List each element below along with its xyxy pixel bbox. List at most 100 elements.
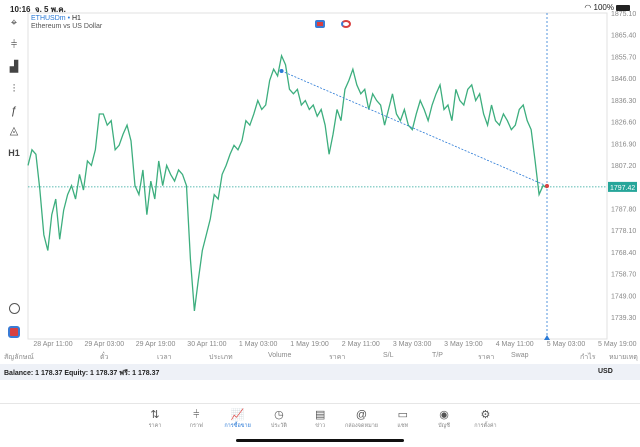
column-header[interactable]: ตั๋ว [100,354,109,361]
chart-toolbar: ⌖ ⫩ ▟ ⫶ ƒ ◬ H1 [0,13,28,343]
currency: USD [598,368,613,375]
battery-icon [616,4,630,11]
y-tick-label: 1807.20 [611,163,636,170]
column-header[interactable]: ราคา [329,354,346,361]
y-tick-label: 1749.00 [611,293,636,300]
current-price-tag [608,181,637,192]
tab-label: กราฟ [189,423,203,429]
y-tick-label: 1875.10 [611,11,636,18]
column-header[interactable]: T/P [432,352,443,359]
balance-text: Balance: 1 178.37 Equity: 1 178.37 ฟรี: … [4,370,160,377]
y-tick-label: 1826.60 [611,120,636,127]
tab-chart[interactable]: ⫩ กราฟ [174,408,218,430]
indicators-icon[interactable]: ⫶ [12,83,16,95]
x-tick-label: 1 May 19:00 [290,341,329,348]
price-chart[interactable]: 1875.10 1865.40 1855.70 1846.00 1836.30 1826.… [0,0,640,350]
plot-frame [27,12,608,340]
x-tick-label: 5 May 19:00 [598,341,637,348]
news-icon: ▤ [314,409,326,421]
timeframe-label[interactable]: H1 [8,148,20,158]
app-icon[interactable] [8,326,20,338]
positions-header: สัญลักษณ์ ตั๋ว เวลา ประเภท Volume ราคา S/L T/P ร… [0,350,640,364]
tab-label: แชท [397,423,409,429]
x-tick-label: 4 May 11:00 [496,341,534,348]
x-tick-label: 28 Apr 11:00 [33,341,72,348]
status-bar: 10:16 จ. 5 พ.ค. ◠ 100% [0,0,640,14]
y-tick-label: 1787.80 [611,206,636,213]
y-tick-label: 1768.40 [611,250,636,257]
column-header[interactable]: S/L [383,352,394,359]
shapes-icon[interactable]: ◬ [9,125,19,137]
tab-label: การตั้งค่า [474,423,497,429]
function-icon[interactable]: ƒ [10,105,18,117]
tab-label: ราคา [148,423,162,429]
y-tick-label: 1836.30 [611,98,636,105]
mailbox-icon: @ [355,409,368,421]
sync-icon[interactable] [341,20,351,28]
column-header[interactable]: Swap [511,352,529,359]
column-header[interactable]: ราคา [478,354,495,361]
tab-label: กล่องจดหมาย [344,423,379,429]
settings-icon: ⚙ [480,409,491,421]
x-tick-label: 3 May 19:00 [444,341,483,348]
x-tick-label: 2 May 11:00 [342,341,380,348]
x-tick-label: 3 May 03:00 [393,341,432,348]
tab-label: บัญชี [438,423,451,429]
gauge-icon[interactable] [9,303,20,314]
column-header[interactable]: กำไร [580,354,596,361]
tab-chat[interactable]: ▭ แชท [381,408,425,430]
tab-label: ประวัติ [270,423,287,429]
chart-icon: ⫩ [193,409,200,421]
trendline-handle [545,184,549,189]
time-marker-icon [544,335,550,340]
one-click-trading-icon[interactable] [315,20,325,28]
tab-news[interactable]: ▤ ข่าว [298,408,342,430]
y-tick-label: 1778.10 [611,228,636,235]
y-tick-label: 1865.40 [611,33,636,40]
chat-icon: ▭ [397,409,408,421]
history-icon: ◷ [274,409,284,421]
y-tick-label: 1816.90 [611,141,636,148]
bottom-tab-bar: ⇅ ราคา ⫩ กราฟ 📈 การซื้อขาย ◷ ประวัติ ▤ ข่าว @ กล่อง… [0,403,640,447]
candlestick-icon[interactable]: ⫩ [10,39,18,51]
tab-label: การซื้อขาย [224,423,251,429]
y-tick-label: 1758.70 [611,272,636,279]
tab-quotes[interactable]: ⇅ ราคา [133,408,177,430]
tab-account[interactable]: ◉ บัญชี [422,408,466,430]
tab-mailbox[interactable]: @ กล่องจดหมาย [340,408,384,430]
tab-trade[interactable]: 📈 การซื้อขาย [216,408,260,430]
quotes-icon: ⇅ [150,409,160,421]
column-header[interactable]: เวลา [157,354,172,361]
x-tick-label: 30 Apr 11:00 [187,341,226,348]
tab-history[interactable]: ◷ ประวัติ [257,408,301,430]
tab-label: ข่าว [315,423,326,429]
symbol-description: Ethereum vs US Dollar [31,23,103,30]
price-line [27,53,548,312]
trendline-handle [279,68,284,73]
timeframe: H1 [71,15,81,22]
home-indicator[interactable] [236,439,404,442]
tab-settings[interactable]: ⚙ การตั้งค่า [463,408,507,430]
clock: 10:16 จ. 5 พ.ค. [10,5,66,14]
column-header[interactable]: หมายเหตุ [609,354,638,361]
account-icon: ◉ [439,409,449,421]
y-tick-label: 1739.30 [611,315,636,322]
column-header[interactable]: ประเภท [209,354,233,361]
x-tick-label: 5 May 03:00 [547,341,586,348]
crosshair-icon[interactable]: ⌖ [10,17,18,29]
column-header[interactable]: สัญลักษณ์ [4,354,34,361]
y-tick-label: 1855.70 [611,54,636,61]
trendline [281,70,548,187]
symbol-name[interactable]: ETHUSDm [31,15,66,22]
x-tick-label: 29 Apr 03:00 [84,341,124,348]
battery-status: ◠ 100% [584,3,630,12]
x-tick-label: 1 May 03:00 [239,341,278,348]
y-tick-label: 1846.00 [611,76,636,83]
symbol-info: ETHUSDm • H1 Ethereum vs US Dollar [31,15,103,30]
trade-icon: 📈 [230,409,245,421]
balance-bar: Balance: 1 178.37 Equity: 1 178.37 ฟรี: … [0,364,640,380]
bar-chart-icon[interactable]: ▟ [9,61,19,73]
current-price-label: 1797.42 [610,185,635,192]
x-tick-label: 29 Apr 19:00 [136,341,176,348]
column-header[interactable]: Volume [268,352,292,359]
